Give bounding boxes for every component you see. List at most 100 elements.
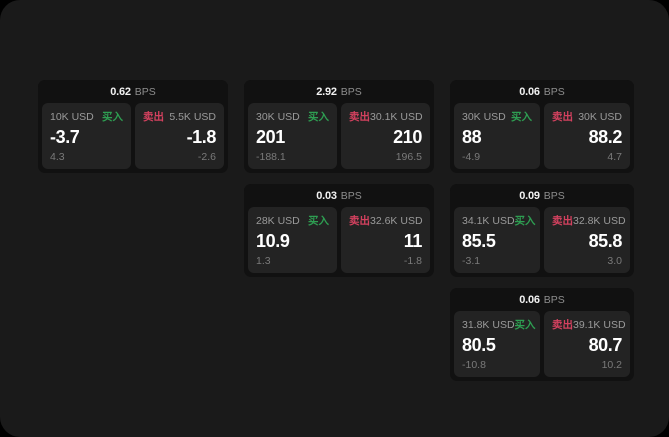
sell-panel[interactable]: 卖出 39.1K USD 80.7 10.2 xyxy=(544,311,630,377)
bps-value: 0.09 xyxy=(519,189,540,202)
sell-action-label[interactable]: 卖出 xyxy=(552,215,573,227)
spread-card[interactable]: 0.06 BPS 31.8K USD 买入 80.5 -10.8 卖出 39.1K USD 80… xyxy=(450,288,634,381)
buy-panel[interactable]: 28K USD 买入 10.9 1.3 xyxy=(248,207,337,273)
sell-size-label: 30K USD xyxy=(578,110,622,123)
sell-action-label[interactable]: 卖出 xyxy=(143,111,164,123)
sell-panel[interactable]: 卖出 32.8K USD 85.8 3.0 xyxy=(544,207,630,273)
card-column-1: 0.62 BPS 10K USD 买入 -3.7 4.3 卖出 5.5K USD -1.8 -2.… xyxy=(38,80,228,173)
sell-delta-value: 10.2 xyxy=(601,359,622,371)
buy-main-value: -3.7 xyxy=(50,127,80,147)
spread-card[interactable]: 0.62 BPS 10K USD 买入 -3.7 4.3 卖出 5.5K USD -1.8 -2.… xyxy=(38,80,228,173)
sell-panel[interactable]: 卖出 32.6K USD 11 -1.8 xyxy=(341,207,430,273)
buy-main-value: 85.5 xyxy=(462,231,496,251)
buy-panel[interactable]: 10K USD 买入 -3.7 4.3 xyxy=(42,103,131,169)
bps-value: 2.92 xyxy=(316,85,337,98)
spread-card[interactable]: 0.06 BPS 30K USD 买入 88 -4.9 卖出 30K USD 88.2 4.7 xyxy=(450,80,634,173)
buy-panel-header: 28K USD 买入 xyxy=(256,214,329,228)
card-header: 0.09 BPS xyxy=(450,184,634,207)
sell-action-label[interactable]: 卖出 xyxy=(552,111,573,123)
sell-size-label: 32.6K USD xyxy=(370,214,423,227)
sell-panel[interactable]: 卖出 30.1K USD 210 196.5 xyxy=(341,103,430,169)
buy-panel[interactable]: 30K USD 买入 88 -4.9 xyxy=(454,103,540,169)
buy-action-label[interactable]: 买入 xyxy=(102,111,123,123)
buy-panel-header: 10K USD 买入 xyxy=(50,110,123,124)
spread-card[interactable]: 0.09 BPS 34.1K USD 买入 85.5 -3.1 卖出 32.8K USD 85.… xyxy=(450,184,634,277)
sell-size-label: 5.5K USD xyxy=(169,110,216,123)
sell-main-value: 80.7 xyxy=(588,335,623,355)
sell-panel-header: 卖出 5.5K USD xyxy=(143,110,216,124)
sell-main-value: -1.8 xyxy=(186,127,217,147)
sell-action-label[interactable]: 卖出 xyxy=(552,319,573,331)
buy-size-label: 34.1K USD xyxy=(462,214,515,227)
buy-delta-value: -4.9 xyxy=(462,151,481,163)
buy-size-label: 28K USD xyxy=(256,214,300,227)
sell-delta-value: 4.7 xyxy=(607,151,622,163)
buy-delta-value: 1.3 xyxy=(256,255,271,267)
buy-panel[interactable]: 31.8K USD 买入 80.5 -10.8 xyxy=(454,311,540,377)
buy-action-label[interactable]: 买入 xyxy=(514,215,536,227)
buy-panel[interactable]: 30K USD 买入 201 -188.1 xyxy=(248,103,337,169)
sell-size-label: 32.8K USD xyxy=(573,214,626,227)
buy-panel-header: 31.8K USD 买入 xyxy=(462,318,536,332)
sell-main-value: 11 xyxy=(403,231,423,251)
bps-unit-label: BPS xyxy=(340,85,362,98)
sell-panel-header: 卖出 30.1K USD xyxy=(349,110,423,124)
spread-card[interactable]: 0.03 BPS 28K USD 买入 10.9 1.3 卖出 32.6K USD 11 -1.8 xyxy=(244,184,434,277)
buy-action-label[interactable]: 买入 xyxy=(308,215,329,227)
sell-delta-value: 3.0 xyxy=(607,255,622,267)
bps-value: 0.03 xyxy=(316,189,337,202)
sell-action-label[interactable]: 卖出 xyxy=(349,111,370,123)
sell-main-value: 85.8 xyxy=(588,231,623,251)
buy-panel-header: 34.1K USD 买入 xyxy=(462,214,536,228)
sell-delta-value: 196.5 xyxy=(395,151,422,163)
sell-action-label[interactable]: 卖出 xyxy=(349,215,370,227)
buy-action-label[interactable]: 买入 xyxy=(308,111,329,123)
card-column-2: 2.92 BPS 30K USD 买入 201 -188.1 卖出 30.1K USD 210 1… xyxy=(244,80,434,277)
sell-main-value: 88.2 xyxy=(588,127,623,147)
sell-panel[interactable]: 卖出 5.5K USD -1.8 -2.6 xyxy=(135,103,224,169)
sell-delta-value: -1.8 xyxy=(403,255,422,267)
buy-delta-value: -10.8 xyxy=(462,359,486,371)
buy-main-value: 10.9 xyxy=(256,231,290,251)
buy-size-label: 30K USD xyxy=(462,110,506,123)
card-column-3: 0.06 BPS 30K USD 买入 88 -4.9 卖出 30K USD 88.2 4.7 0.… xyxy=(450,80,634,381)
sell-main-value: 210 xyxy=(393,127,422,147)
buy-size-label: 10K USD xyxy=(50,110,94,123)
sell-panel-header: 卖出 39.1K USD xyxy=(552,318,626,332)
buy-delta-value: 4.3 xyxy=(50,151,65,163)
buy-size-label: 31.8K USD xyxy=(462,318,515,331)
sell-panel-header: 卖出 32.8K USD xyxy=(552,214,626,228)
buy-delta-value: -188.1 xyxy=(256,151,286,163)
bps-unit-label: BPS xyxy=(543,293,565,306)
card-body: 31.8K USD 买入 80.5 -10.8 卖出 39.1K USD 80.7 10.2 xyxy=(450,311,634,381)
card-header: 0.62 BPS xyxy=(38,80,228,103)
bps-value: 0.62 xyxy=(110,85,131,98)
card-header: 0.06 BPS xyxy=(450,288,634,311)
sell-size-label: 39.1K USD xyxy=(573,318,626,331)
bps-unit-label: BPS xyxy=(543,85,565,98)
buy-panel-header: 30K USD 买入 xyxy=(462,110,532,124)
buy-action-label[interactable]: 买入 xyxy=(511,111,532,123)
sell-delta-value: -2.6 xyxy=(197,151,216,163)
buy-main-value: 88 xyxy=(462,127,482,147)
bps-value: 0.06 xyxy=(519,85,540,98)
buy-action-label[interactable]: 买入 xyxy=(514,319,536,331)
card-body: 10K USD 买入 -3.7 4.3 卖出 5.5K USD -1.8 -2.6 xyxy=(38,103,228,173)
card-header: 0.06 BPS xyxy=(450,80,634,103)
buy-main-value: 201 xyxy=(256,127,285,147)
card-body: 34.1K USD 买入 85.5 -3.1 卖出 32.8K USD 85.8 3.0 xyxy=(450,207,634,277)
buy-panel[interactable]: 34.1K USD 买入 85.5 -3.1 xyxy=(454,207,540,273)
buy-panel-header: 30K USD 买入 xyxy=(256,110,329,124)
sell-panel[interactable]: 卖出 30K USD 88.2 4.7 xyxy=(544,103,630,169)
sell-size-label: 30.1K USD xyxy=(370,110,423,123)
card-body: 30K USD 买入 201 -188.1 卖出 30.1K USD 210 196.5 xyxy=(244,103,434,173)
bps-unit-label: BPS xyxy=(543,189,565,202)
card-body: 30K USD 买入 88 -4.9 卖出 30K USD 88.2 4.7 xyxy=(450,103,634,173)
spread-card[interactable]: 2.92 BPS 30K USD 买入 201 -188.1 卖出 30.1K USD 210 1… xyxy=(244,80,434,173)
card-body: 28K USD 买入 10.9 1.3 卖出 32.6K USD 11 -1.8 xyxy=(244,207,434,277)
bps-unit-label: BPS xyxy=(134,85,156,98)
card-header: 2.92 BPS xyxy=(244,80,434,103)
bps-value: 0.06 xyxy=(519,293,540,306)
buy-size-label: 30K USD xyxy=(256,110,300,123)
